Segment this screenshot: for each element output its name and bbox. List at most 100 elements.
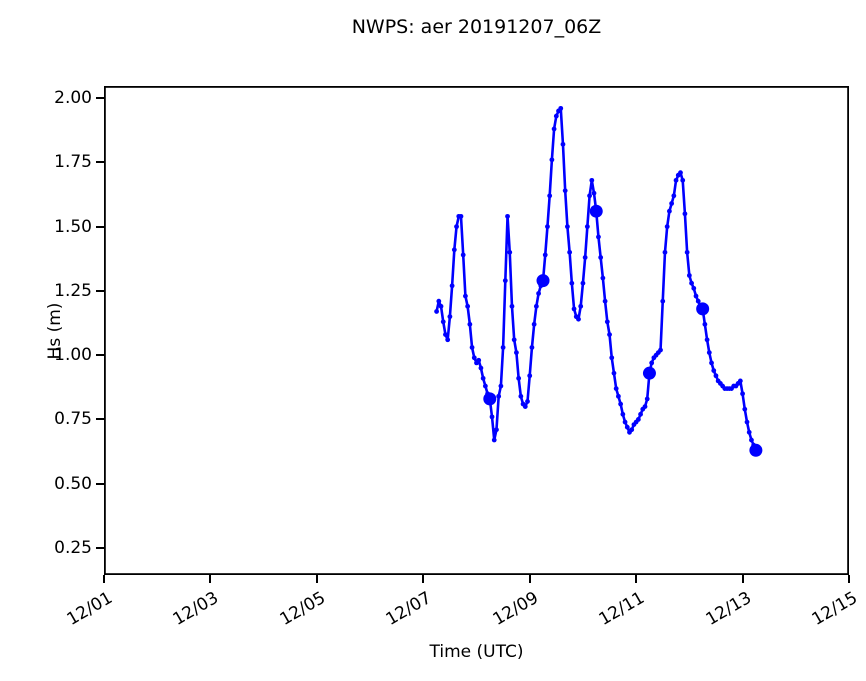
data-point [684,249,690,255]
data-point [507,249,513,255]
data-point [498,383,504,389]
data-point [658,347,663,353]
data-point [596,234,601,240]
data-point [447,314,453,320]
data-point [649,360,655,366]
data-point [669,201,675,206]
data-point [580,280,586,286]
data-point [709,360,714,366]
y-tick-mark [96,418,104,421]
data-point [560,141,566,147]
data-point [613,386,619,391]
data-point [558,105,564,111]
data-point [463,293,468,299]
data-point [454,224,459,230]
data-point [689,280,694,286]
x-tick-label: 12/05 [276,588,329,630]
y-tick-label: 0.75 [54,409,92,430]
data-point [678,170,683,176]
y-tick-mark [96,97,104,100]
data-point [680,177,686,183]
data-point [514,350,519,356]
data-point [600,275,606,281]
data-point [691,285,697,291]
data-point [704,337,710,343]
data-point [571,306,577,312]
data-point [476,357,482,363]
data-point [460,252,466,258]
y-tick-mark [96,547,104,549]
data-point [609,355,615,361]
data-point [443,332,448,338]
plot-area [104,86,849,575]
data-point [505,213,510,219]
data-point [527,373,533,379]
data-point [673,177,679,183]
data-point [611,370,617,376]
data-point [458,213,464,219]
x-tick-mark [209,575,212,583]
y-tick-label: 1.00 [54,345,92,366]
data-point [746,429,752,435]
y-tick-label: 2.00 [54,88,92,109]
data-point [551,126,557,132]
data-point [624,424,630,430]
data-point [478,365,484,371]
data-point [584,224,590,230]
x-tick-label: 12/09 [489,588,542,630]
data-point [693,293,699,299]
data-point [569,280,575,286]
data-point [542,252,548,258]
data-point [702,321,708,327]
data-point [440,319,446,325]
y-tick-mark [96,482,104,485]
y-axis-label: Hs (m) [45,302,65,360]
chart-title: NWPS: aer 20191207_06Z [351,16,602,38]
x-tick-mark [103,575,105,583]
data-point [598,255,604,260]
y-tick-label: 1.75 [54,152,92,173]
data-point [496,393,502,399]
x-tick-mark [315,575,318,583]
data-point [438,303,444,309]
hs-series [434,105,763,457]
y-tick-label: 1.25 [54,280,92,301]
data-point [436,298,442,304]
data-point [545,224,550,230]
data-point [567,249,573,255]
data-point [489,414,495,420]
data-point [706,350,712,356]
y-tick-mark [96,354,104,357]
data-point [682,211,688,217]
data-point [620,411,626,417]
x-tick-label: 12/01 [63,588,116,630]
data-point [642,404,648,409]
data-point [711,368,717,374]
data-point [562,188,568,194]
daily-06z-marker [589,204,603,218]
data-point [471,355,477,361]
data-point [565,224,570,230]
data-point [536,291,541,296]
x-tick-label: 12/07 [382,588,436,630]
data-point [578,303,584,309]
data-point [667,208,672,214]
data-point [449,283,455,289]
data-point [686,273,692,278]
data-point [695,298,701,304]
data-point [629,427,635,433]
data-point [604,319,610,325]
x-axis-label: Time (UTC) [429,642,524,662]
data-point [480,375,486,381]
data-point [660,298,666,304]
data-point [616,393,621,399]
data-point [434,309,439,314]
data-point [635,417,641,422]
data-point [587,193,592,199]
data-point [518,393,524,399]
x-tick-label: 12/15 [808,588,861,630]
data-point [662,249,668,255]
axes-border [104,86,849,575]
data-point [737,378,743,384]
